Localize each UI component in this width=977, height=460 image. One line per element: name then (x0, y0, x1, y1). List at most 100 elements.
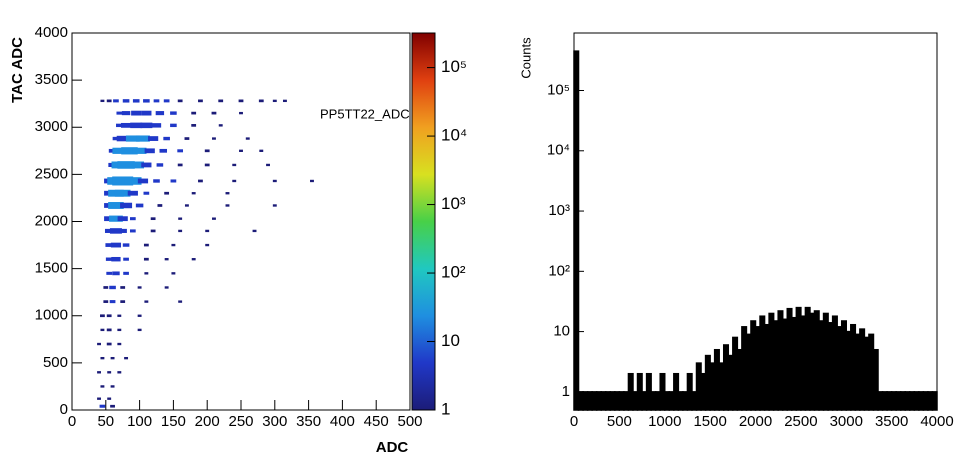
cell (120, 286, 126, 289)
cell (239, 111, 243, 115)
cell (153, 179, 160, 183)
z-tick-label: 10² (441, 263, 466, 282)
cell (157, 204, 163, 207)
cell (116, 123, 123, 128)
y-tick-label: 500 (43, 354, 68, 371)
cell (212, 217, 216, 220)
x-tick-label: 500 (397, 413, 422, 430)
cell (178, 300, 183, 303)
cell (97, 342, 101, 346)
cell (135, 203, 144, 208)
cell (122, 243, 130, 247)
cell (123, 271, 129, 275)
cell (178, 217, 183, 220)
cell (150, 229, 156, 233)
cell (164, 258, 169, 261)
cell (129, 229, 136, 233)
x-tick-label: 1500 (693, 413, 726, 430)
cell (144, 300, 149, 303)
cell (184, 204, 189, 207)
cell (121, 147, 138, 155)
cell (204, 163, 210, 167)
cell (191, 192, 196, 195)
cell (120, 202, 133, 209)
colorbar (411, 32, 436, 411)
z-tick-label: 10⁵ (441, 57, 467, 76)
cell (184, 137, 190, 140)
cell (239, 149, 243, 152)
cell (110, 385, 115, 388)
z-tick-label: 10 (441, 331, 460, 350)
cell (259, 149, 264, 152)
cell (143, 99, 150, 103)
cell (112, 271, 120, 276)
cell (198, 99, 203, 103)
cell (114, 189, 131, 197)
x-tick-label: 4000 (920, 413, 953, 430)
x-tick-label: 250 (228, 413, 253, 430)
cell (212, 137, 216, 140)
cell (144, 272, 149, 275)
cell (103, 286, 109, 289)
cell (163, 99, 170, 103)
cell (128, 161, 145, 169)
z-tick-label: 10⁴ (441, 126, 467, 145)
cell (121, 111, 131, 116)
cell (141, 110, 152, 116)
cell (141, 162, 152, 168)
cell (218, 124, 223, 127)
cell (252, 229, 257, 233)
cell (151, 123, 162, 128)
cell (143, 243, 149, 247)
cell (112, 176, 134, 186)
cell (106, 314, 112, 318)
y-tick-label: 10 (553, 323, 570, 340)
cell (171, 243, 176, 247)
x-tick-label: 3000 (830, 413, 863, 430)
cell (310, 179, 314, 183)
cell (109, 285, 116, 290)
cell (238, 99, 244, 103)
y-tick-label: 10³ (548, 202, 570, 219)
cell (170, 111, 177, 115)
cell (129, 217, 136, 221)
cell (107, 371, 112, 374)
x-axis-label: ADC (376, 439, 409, 456)
cells (97, 99, 314, 408)
cell (125, 135, 140, 142)
cell (97, 397, 101, 400)
cell (105, 243, 113, 247)
cell (111, 256, 121, 262)
cell (117, 161, 135, 169)
cell (245, 137, 250, 140)
cell (232, 163, 237, 167)
cell (266, 163, 270, 167)
cell (178, 229, 183, 233)
x-tick-label: 300 (262, 413, 287, 430)
cell (272, 204, 277, 207)
x-axis-label: TAC ADC (864, 457, 930, 460)
y-tick-label: 1000 (35, 307, 68, 324)
cell (191, 258, 196, 261)
cell (118, 228, 127, 233)
cell (106, 271, 113, 275)
cell (153, 99, 160, 103)
x-tick-label: 350 (296, 413, 321, 430)
cell (177, 99, 183, 103)
cell (100, 314, 105, 318)
cell (272, 179, 277, 183)
cell (110, 404, 115, 408)
y-axis-label: Counts (518, 37, 533, 79)
cell (177, 149, 184, 153)
cell (164, 286, 169, 289)
cell (117, 371, 122, 374)
cell (99, 404, 106, 408)
cell (191, 124, 197, 127)
cell (123, 257, 129, 261)
cell (137, 314, 142, 317)
x-tick-label: 200 (195, 413, 220, 430)
cell (122, 99, 130, 103)
cell (137, 286, 142, 289)
cell (131, 110, 142, 116)
